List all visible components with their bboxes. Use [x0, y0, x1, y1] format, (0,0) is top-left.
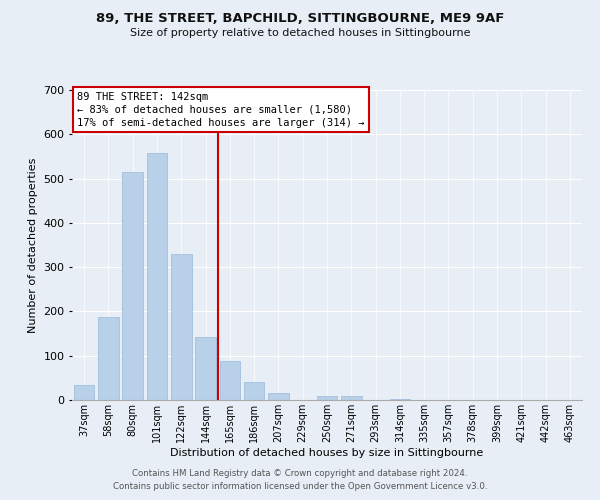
Bar — [317, 396, 337, 400]
Bar — [341, 396, 362, 400]
Bar — [122, 172, 143, 400]
Bar — [146, 154, 167, 400]
Text: Contains public sector information licensed under the Open Government Licence v3: Contains public sector information licen… — [113, 482, 487, 491]
Bar — [220, 362, 240, 400]
Bar — [74, 386, 94, 400]
Bar — [244, 382, 265, 400]
Bar — [98, 317, 119, 400]
Text: Contains HM Land Registry data © Crown copyright and database right 2024.: Contains HM Land Registry data © Crown c… — [132, 468, 468, 477]
Bar — [195, 336, 216, 400]
Bar — [389, 398, 410, 400]
Y-axis label: Number of detached properties: Number of detached properties — [28, 158, 38, 332]
X-axis label: Distribution of detached houses by size in Sittingbourne: Distribution of detached houses by size … — [170, 448, 484, 458]
Text: 89, THE STREET, BAPCHILD, SITTINGBOURNE, ME9 9AF: 89, THE STREET, BAPCHILD, SITTINGBOURNE,… — [96, 12, 504, 26]
Text: Size of property relative to detached houses in Sittingbourne: Size of property relative to detached ho… — [130, 28, 470, 38]
Text: 89 THE STREET: 142sqm
← 83% of detached houses are smaller (1,580)
17% of semi-d: 89 THE STREET: 142sqm ← 83% of detached … — [77, 92, 365, 128]
Bar — [268, 394, 289, 400]
Bar — [171, 254, 191, 400]
